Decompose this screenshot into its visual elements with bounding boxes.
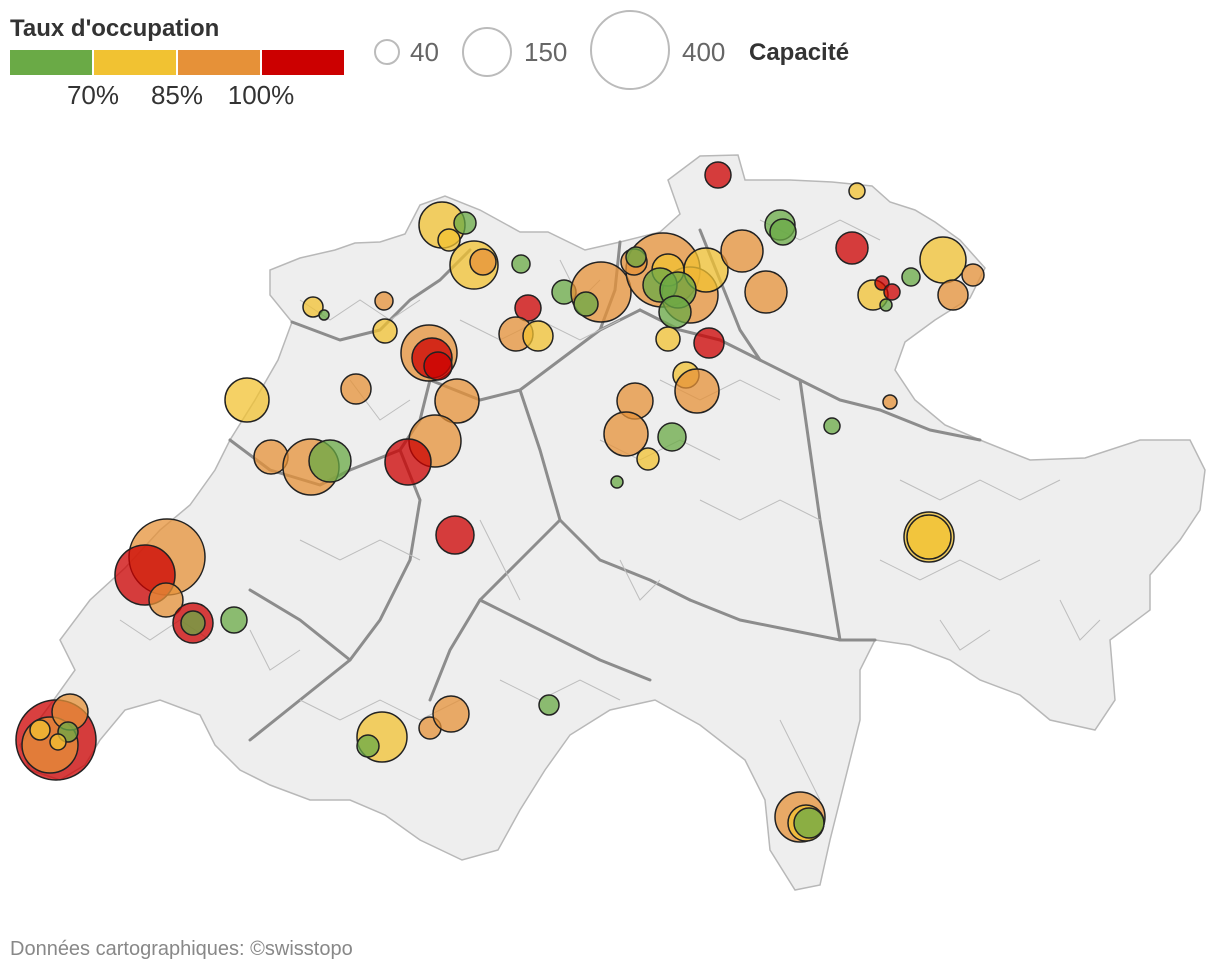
legend-swatch-orange xyxy=(178,50,260,75)
facility-marker[interactable] xyxy=(356,734,380,758)
facility-marker[interactable] xyxy=(340,373,372,405)
facility-marker[interactable] xyxy=(848,182,866,200)
facility-marker[interactable] xyxy=(879,298,893,312)
facility-marker[interactable] xyxy=(906,514,952,560)
facility-marker[interactable] xyxy=(224,377,270,423)
legend-swatch-green xyxy=(10,50,92,75)
size-legend-value: 150 xyxy=(524,37,567,67)
facility-marker[interactable] xyxy=(769,218,797,246)
facility-marker[interactable] xyxy=(384,438,432,486)
facility-marker[interactable] xyxy=(882,394,898,410)
facility-marker[interactable] xyxy=(453,211,477,235)
facility-marker[interactable] xyxy=(423,351,453,381)
facility-marker[interactable] xyxy=(961,263,985,287)
facility-marker[interactable] xyxy=(610,475,624,489)
facility-marker[interactable] xyxy=(522,320,554,352)
facility-marker[interactable] xyxy=(318,309,330,321)
legend-tick: 100% xyxy=(228,80,295,110)
facility-marker[interactable] xyxy=(29,719,51,741)
facility-marker[interactable] xyxy=(919,236,967,284)
facility-marker[interactable] xyxy=(655,326,681,352)
facility-marker[interactable] xyxy=(704,161,732,189)
switzerland-shape xyxy=(19,154,1206,891)
facility-marker[interactable] xyxy=(937,279,969,311)
legend-swatch-red xyxy=(262,50,344,75)
size-legend-circle-medium xyxy=(462,27,512,77)
facility-marker[interactable] xyxy=(901,267,921,287)
facility-marker[interactable] xyxy=(744,270,788,314)
size-legend-value: 400 xyxy=(682,37,725,67)
facility-marker[interactable] xyxy=(603,411,649,457)
facility-marker[interactable] xyxy=(302,296,324,318)
facility-marker[interactable] xyxy=(308,439,352,483)
facility-marker[interactable] xyxy=(49,733,67,751)
facility-marker[interactable] xyxy=(573,291,599,317)
facility-marker[interactable] xyxy=(693,327,725,359)
legend-tick: 70% xyxy=(67,80,119,110)
facility-marker[interactable] xyxy=(148,582,184,618)
facility-marker[interactable] xyxy=(823,417,841,435)
size-legend-circle-small xyxy=(374,39,400,65)
facility-marker[interactable] xyxy=(538,694,560,716)
legend-tick: 85% xyxy=(151,80,203,110)
facility-marker[interactable] xyxy=(372,318,398,344)
size-legend-title: Capacité xyxy=(749,39,849,66)
size-legend-value: 40 xyxy=(410,37,439,67)
facility-marker[interactable] xyxy=(674,368,720,414)
facility-marker[interactable] xyxy=(835,231,869,265)
facility-marker[interactable] xyxy=(883,283,901,301)
size-legend-circle-large xyxy=(590,10,670,90)
color-legend: Taux d'occupation 70% 85% 100% xyxy=(10,15,344,110)
facility-marker[interactable] xyxy=(511,254,531,274)
facility-marker[interactable] xyxy=(636,447,660,471)
facility-marker[interactable] xyxy=(374,291,394,311)
size-legend: 40 150 400 Capacité xyxy=(374,10,849,90)
source-credit: Données cartographiques: ©swisstopo xyxy=(10,938,353,960)
facility-marker[interactable] xyxy=(625,246,647,268)
facility-marker[interactable] xyxy=(220,606,248,634)
facility-marker[interactable] xyxy=(434,378,480,424)
facility-marker[interactable] xyxy=(437,228,461,252)
facility-marker[interactable] xyxy=(793,807,825,839)
legend-swatch-yellow xyxy=(94,50,176,75)
facility-marker[interactable] xyxy=(435,515,475,555)
facility-marker[interactable] xyxy=(658,295,692,329)
facility-marker[interactable] xyxy=(469,248,497,276)
legend-color-title: Taux d'occupation xyxy=(10,15,219,42)
facility-markers xyxy=(15,161,985,843)
facility-marker[interactable] xyxy=(432,695,470,733)
facility-marker[interactable] xyxy=(180,610,206,636)
facility-marker[interactable] xyxy=(720,229,764,273)
facility-marker[interactable] xyxy=(657,422,687,452)
